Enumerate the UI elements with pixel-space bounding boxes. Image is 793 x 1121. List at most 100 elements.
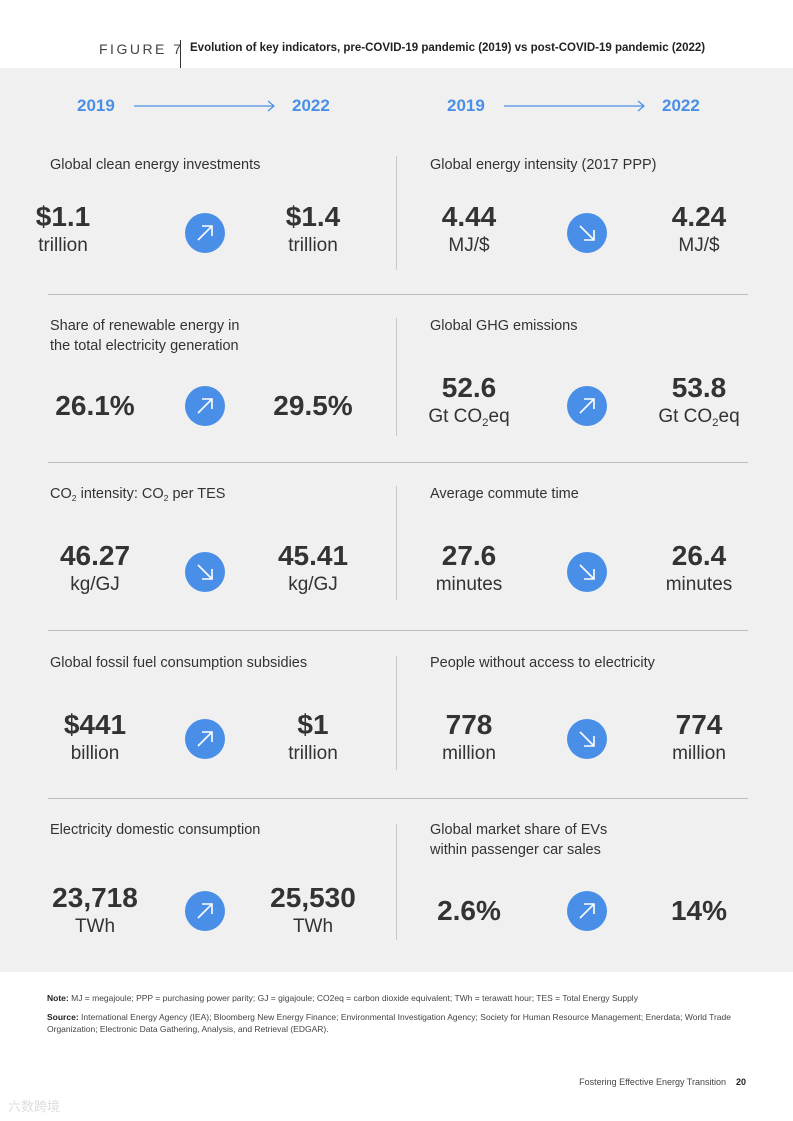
value-unit: TWh — [74, 916, 116, 937]
value-number: 29.5% — [273, 390, 353, 421]
indicator-label: Global fossil fuel consumption subsidies — [50, 655, 308, 671]
year-header-right: 2019 2022 — [447, 96, 707, 118]
indicator-co2-intensity: CO2 intensity: CO2 per TES 46.27 kg/GJ 4… — [50, 484, 390, 644]
up-arrow-icon — [185, 719, 225, 759]
value-unit: billion — [70, 743, 120, 764]
timeline-arrow-icon — [504, 100, 645, 112]
value-2019: 23,718 TWh — [35, 882, 155, 940]
up-arrow-icon — [185, 891, 225, 931]
down-arrow-icon — [567, 719, 607, 759]
value-number: 52.6 — [441, 372, 497, 403]
source-text: International Energy Agency (IEA); Bloom… — [47, 1012, 731, 1034]
figure-header-divider — [180, 40, 181, 68]
value-number: 45.41 — [277, 540, 349, 571]
value-2019: $441 billion — [35, 709, 155, 767]
value-unit: minutes — [665, 574, 733, 595]
column-divider — [396, 656, 397, 770]
indicator-ev-market-share: Global market share of EVs within passen… — [430, 820, 770, 980]
year-from: 2019 — [447, 96, 485, 115]
page-footer: Fostering Effective Energy Transition 20 — [579, 1077, 746, 1087]
indicator-energy-intensity: Global energy intensity (2017 PPP) 4.44 … — [430, 155, 770, 315]
value-number: $1 — [297, 709, 329, 740]
value-unit: Gt CO2eq — [658, 406, 740, 429]
value-2022: 53.8 Gt CO2eq — [639, 372, 759, 430]
year-from: 2019 — [77, 96, 115, 115]
column-divider — [396, 156, 397, 270]
value-number: 14% — [670, 895, 728, 926]
value-number: 25,530 — [270, 882, 356, 913]
value-2022: 4.24 MJ/$ — [639, 201, 759, 259]
indicator-label: CO2 intensity: CO2 per TES — [50, 486, 226, 504]
value-2022: 14% — [639, 895, 759, 927]
indicator-label: Global market share of EVs within passen… — [430, 822, 608, 858]
down-arrow-icon — [185, 552, 225, 592]
value-unit: million — [442, 743, 496, 764]
note-text: MJ = megajoule; PPP = purchasing power p… — [71, 993, 638, 1003]
indicator-fossil-fuel-subsidies: Global fossil fuel consumption subsidies… — [50, 653, 390, 813]
value-number: 26.1% — [55, 390, 135, 421]
value-unit: trillion — [38, 235, 88, 256]
down-arrow-icon — [567, 552, 607, 592]
indicator-label: Share of renewable energy in the total e… — [50, 318, 240, 354]
row-divider — [48, 294, 748, 295]
value-unit: minutes — [435, 574, 503, 595]
value-number: 27.6 — [441, 540, 497, 571]
value-unit: Gt CO2eq — [428, 406, 510, 429]
column-divider — [396, 486, 397, 600]
value-unit: TWh — [292, 916, 334, 937]
figure-label: FIGURE 7 — [99, 41, 184, 57]
indicator-label: Global GHG emissions — [430, 318, 578, 334]
up-arrow-icon — [185, 386, 225, 426]
value-2019: 2.6% — [409, 895, 529, 927]
up-arrow-icon — [567, 891, 607, 931]
row-divider — [48, 798, 748, 799]
down-arrow-icon — [567, 213, 607, 253]
source-line: Source: International Energy Agency (IEA… — [47, 1011, 747, 1035]
row-divider — [48, 462, 748, 463]
indicator-label: Average commute time — [430, 486, 579, 502]
value-number: $441 — [63, 709, 127, 740]
value-2022: 45.41 kg/GJ — [253, 540, 373, 598]
value-2019: 46.27 kg/GJ — [35, 540, 155, 598]
value-unit: kg/GJ — [288, 574, 338, 595]
value-2022: 774 million — [639, 709, 759, 767]
value-unit: kg/GJ — [70, 574, 120, 595]
indicator-ghg-emissions: Global GHG emissions 52.6 Gt CO2eq 53.8 … — [428, 316, 770, 476]
value-number: 4.44 — [441, 201, 497, 232]
value-2022: 26.4 minutes — [639, 540, 759, 598]
footer-title: Fostering Effective Energy Transition — [579, 1077, 726, 1087]
value-number: 2.6% — [437, 895, 501, 926]
value-unit: trillion — [288, 235, 338, 256]
value-number: 26.4 — [671, 540, 727, 571]
note-line: Note: MJ = megajoule; PPP = purchasing p… — [47, 992, 747, 1004]
indicator-commute-time: Average commute time 27.6 minutes 26.4 m… — [430, 484, 770, 644]
value-number: $1.4 — [285, 201, 341, 232]
year-header-left: 2019 2022 — [77, 96, 337, 118]
indicator-label: Global energy intensity (2017 PPP) — [430, 157, 657, 173]
figure-header: FIGURE 7 Evolution of key indicators, pr… — [0, 0, 793, 68]
value-unit: MJ/$ — [448, 235, 490, 256]
indicator-renewable-share: Share of renewable energy in the total e… — [50, 316, 390, 476]
timeline-arrow-icon — [134, 100, 275, 112]
figure-notes: Note: MJ = megajoule; PPP = purchasing p… — [47, 992, 747, 1042]
value-2019: 27.6 minutes — [409, 540, 529, 598]
value-number: 778 — [445, 709, 493, 740]
up-arrow-icon — [567, 386, 607, 426]
value-2019: 778 million — [409, 709, 529, 767]
value-number: 46.27 — [59, 540, 131, 571]
value-unit: trillion — [288, 743, 338, 764]
value-number: $1.1 — [35, 201, 91, 232]
figure-title: Evolution of key indicators, pre-COVID-1… — [190, 42, 706, 54]
value-2019: 4.44 MJ/$ — [409, 201, 529, 259]
value-number: 23,718 — [52, 882, 138, 913]
column-divider — [396, 824, 397, 940]
indicator-label: Global clean energy investments — [50, 157, 261, 173]
year-to: 2022 — [292, 96, 330, 115]
value-number: 774 — [675, 709, 723, 740]
note-label: Note: — [47, 993, 69, 1003]
indicator-electricity-consumption: Electricity domestic consumption 23,718 … — [50, 820, 390, 980]
value-2019: 52.6 Gt CO2eq — [409, 372, 529, 430]
indicator-label: People without access to electricity — [430, 655, 655, 671]
value-2022: $1 trillion — [253, 709, 373, 767]
up-arrow-icon — [185, 213, 225, 253]
